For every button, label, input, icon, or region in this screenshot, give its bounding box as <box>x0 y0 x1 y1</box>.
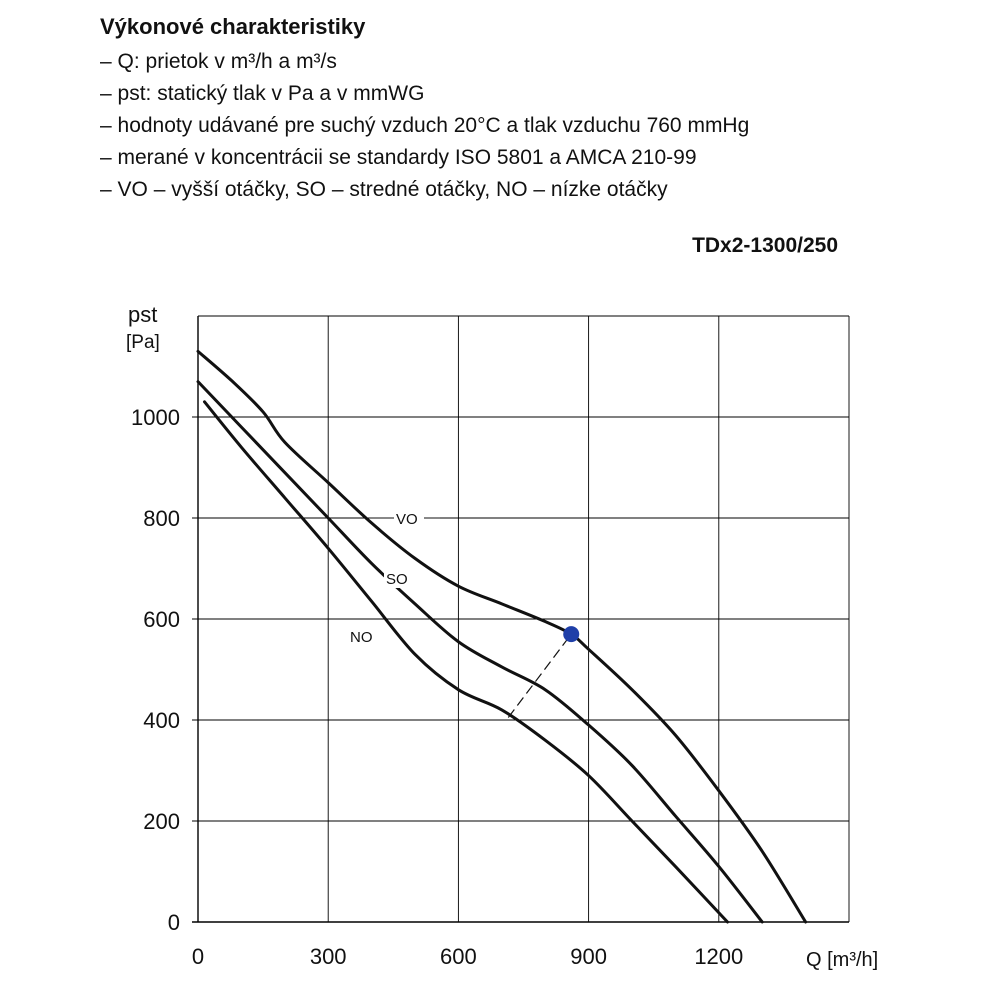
y-tick-label: 200 <box>143 809 180 834</box>
y-tick-label: 800 <box>143 506 180 531</box>
note-flow: – Q: prietok v m³/h a m³/s <box>100 50 337 73</box>
x-tick-label: 1200 <box>694 944 743 969</box>
series-line-no <box>203 400 729 924</box>
operating-point-marker <box>563 626 580 643</box>
section-title: Výkonové charakteristiky <box>100 14 366 39</box>
tick-labels: 0 300 600 900 1200 0 200 400 600 800 1000 <box>131 405 743 969</box>
series-line-vo <box>196 349 808 924</box>
y-tick-label: 400 <box>143 708 180 733</box>
series-line-so <box>196 380 764 924</box>
notes-list: – Q: prietok v m³/h a m³/s – pst: static… <box>100 46 749 206</box>
operating-line <box>507 633 572 718</box>
model-name: TDx2-1300/250 <box>692 234 838 257</box>
x-tick-label: 300 <box>310 944 347 969</box>
note-conditions: – hodnoty udávané pre suchý vzduch 20°C … <box>100 114 750 137</box>
x-axis-label: Q [m³/h] <box>806 949 878 971</box>
series-label-bg <box>394 510 424 528</box>
grid <box>192 315 850 923</box>
y-tick-label: 1000 <box>131 405 180 430</box>
y-axis-label-unit: [Pa] <box>126 332 160 353</box>
x-tick-label: 600 <box>440 944 477 969</box>
x-tick-label: 900 <box>570 944 607 969</box>
y-tick-label: 0 <box>168 910 180 935</box>
series-label-bg <box>384 570 414 588</box>
curves <box>196 349 808 924</box>
note-standards: – merané v koncentrácii se standardy ISO… <box>100 146 697 169</box>
x-tick-label: 0 <box>192 944 204 969</box>
series-label-no: NO <box>350 629 373 646</box>
series-label-so: SO <box>386 571 408 588</box>
y-tick-label: 600 <box>143 607 180 632</box>
note-speeds: – VO – vyšší otáčky, SO – stredné otáčky… <box>100 178 668 201</box>
series-labels: VO SO NO <box>348 510 440 646</box>
note-pressure: – pst: statický tlak v Pa a v mmWG <box>100 82 425 105</box>
y-axis-label-symbol: pst <box>128 302 157 327</box>
annotations <box>507 626 580 718</box>
series-label-bg <box>348 628 378 646</box>
series-label-vo: VO <box>396 511 418 528</box>
